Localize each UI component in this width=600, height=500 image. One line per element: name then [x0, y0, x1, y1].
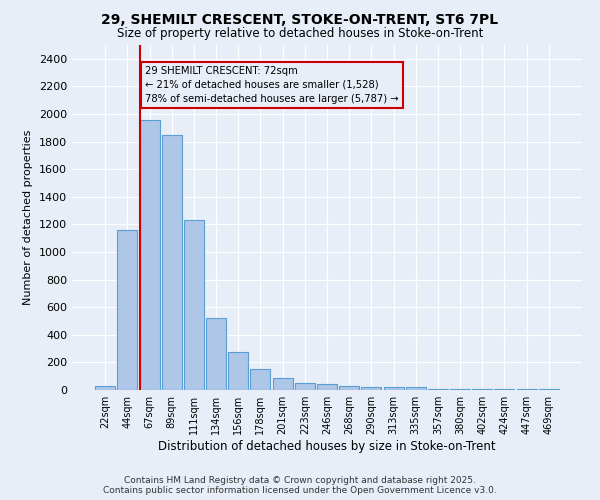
- Bar: [118, 230, 137, 390]
- Text: Size of property relative to detached houses in Stoke-on-Trent: Size of property relative to detached ho…: [117, 28, 483, 40]
- Text: 29, SHEMILT CRESCENT, STOKE-ON-TRENT, ST6 7PL: 29, SHEMILT CRESCENT, STOKE-ON-TRENT, ST…: [101, 12, 499, 26]
- Bar: [184, 220, 204, 390]
- Bar: [494, 388, 514, 390]
- Bar: [206, 318, 226, 390]
- Bar: [428, 388, 448, 390]
- Bar: [406, 387, 426, 390]
- Bar: [450, 388, 470, 390]
- X-axis label: Distribution of detached houses by size in Stoke-on-Trent: Distribution of detached houses by size …: [158, 440, 496, 453]
- Bar: [140, 120, 160, 390]
- Bar: [228, 352, 248, 390]
- Y-axis label: Number of detached properties: Number of detached properties: [23, 130, 34, 305]
- Bar: [295, 383, 315, 390]
- Bar: [517, 388, 536, 390]
- Bar: [162, 134, 182, 390]
- Bar: [472, 388, 492, 390]
- Bar: [272, 378, 293, 390]
- Bar: [361, 387, 382, 390]
- Bar: [317, 384, 337, 390]
- Bar: [250, 368, 271, 390]
- Bar: [95, 386, 115, 390]
- Bar: [339, 386, 359, 390]
- Bar: [383, 387, 404, 390]
- Text: 29 SHEMILT CRESCENT: 72sqm
← 21% of detached houses are smaller (1,528)
78% of s: 29 SHEMILT CRESCENT: 72sqm ← 21% of deta…: [145, 66, 399, 104]
- Text: Contains HM Land Registry data © Crown copyright and database right 2025.
Contai: Contains HM Land Registry data © Crown c…: [103, 476, 497, 495]
